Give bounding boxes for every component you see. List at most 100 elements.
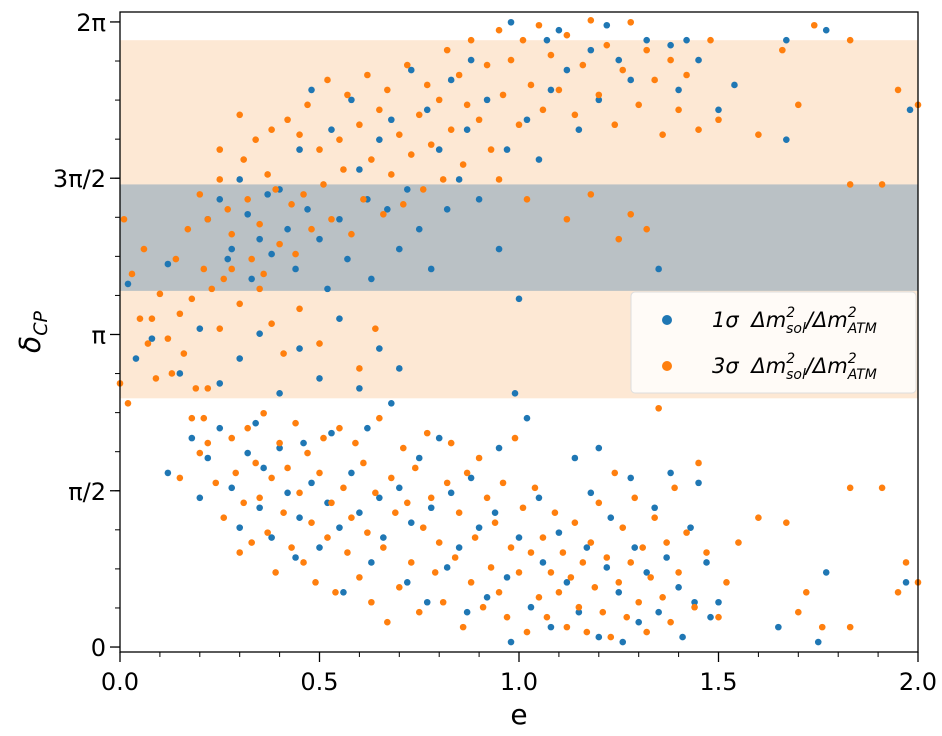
data-point-s0-127 bbox=[463, 608, 471, 616]
data-point-s1-142 bbox=[268, 474, 275, 482]
data-point-s0-8 bbox=[248, 275, 255, 283]
data-point-s0-47 bbox=[515, 295, 523, 303]
data-point-s1-19 bbox=[200, 265, 208, 273]
data-point-s0-86 bbox=[511, 390, 519, 397]
data-point-s1-179 bbox=[415, 608, 423, 616]
data-point-s1-97 bbox=[619, 66, 627, 74]
data-point-s1-122 bbox=[615, 235, 623, 243]
legend-box bbox=[630, 291, 917, 394]
data-point-s1-108 bbox=[715, 116, 722, 124]
data-point-s1-166 bbox=[364, 529, 371, 536]
data-point-s1-132 bbox=[228, 434, 236, 442]
data-point-s1-133 bbox=[232, 469, 240, 477]
data-point-s1-76 bbox=[467, 36, 475, 44]
data-point-s1-261 bbox=[902, 559, 910, 566]
data-point-s1-30 bbox=[248, 255, 255, 263]
data-point-s0-10 bbox=[264, 191, 271, 198]
data-point-s1-14 bbox=[180, 350, 188, 357]
data-point-s1-68 bbox=[427, 141, 435, 148]
data-point-s1-84 bbox=[519, 36, 527, 44]
data-point-s1-170 bbox=[380, 544, 387, 551]
data-point-s1-243 bbox=[671, 484, 678, 492]
data-point-s0-89 bbox=[196, 494, 204, 502]
data-point-s0-56 bbox=[595, 96, 603, 104]
data-point-s1-164 bbox=[356, 574, 363, 581]
data-point-s1-214 bbox=[555, 589, 563, 596]
data-point-s1-155 bbox=[320, 434, 327, 442]
data-point-s0-42 bbox=[475, 196, 483, 203]
data-point-s1-27 bbox=[236, 111, 243, 119]
data-point-s1-98 bbox=[627, 18, 635, 26]
data-point-s0-29 bbox=[388, 116, 395, 124]
data-point-s1-10 bbox=[164, 335, 172, 342]
data-point-s1-225 bbox=[599, 608, 607, 616]
data-point-s1-131 bbox=[220, 514, 228, 521]
data-point-s1-74 bbox=[459, 161, 467, 168]
data-point-s1-141 bbox=[264, 529, 271, 536]
data-point-s0-32 bbox=[407, 66, 415, 74]
data-point-s1-233 bbox=[631, 494, 639, 502]
data-point-s1-51 bbox=[344, 91, 351, 99]
data-point-s1-218 bbox=[571, 519, 579, 526]
data-point-s1-149 bbox=[296, 489, 303, 497]
data-point-s1-21 bbox=[208, 285, 216, 293]
data-point-s0-165 bbox=[695, 479, 702, 487]
data-point-s0-36 bbox=[435, 146, 443, 153]
data-point-s1-238 bbox=[651, 514, 658, 521]
data-point-s1-60 bbox=[388, 171, 395, 178]
data-point-s0-153 bbox=[627, 474, 635, 482]
data-point-s1-93 bbox=[587, 16, 595, 24]
data-point-s0-17 bbox=[308, 86, 315, 94]
data-point-s0-27 bbox=[376, 136, 383, 143]
data-point-s0-35 bbox=[427, 265, 435, 273]
data-point-s1-231 bbox=[623, 613, 631, 621]
data-point-s0-79 bbox=[276, 390, 283, 397]
data-point-s1-20 bbox=[204, 215, 212, 223]
data-point-s1-264 bbox=[216, 325, 224, 332]
data-point-s0-6 bbox=[236, 176, 243, 183]
data-point-s0-129 bbox=[475, 524, 483, 531]
data-point-s0-87 bbox=[164, 469, 172, 477]
data-point-s1-116 bbox=[894, 86, 902, 94]
band-1 bbox=[120, 184, 918, 291]
data-point-s0-117 bbox=[396, 484, 403, 492]
data-point-s0-93 bbox=[236, 524, 243, 531]
data-point-s0-104 bbox=[308, 479, 315, 487]
data-point-s0-28 bbox=[384, 205, 391, 213]
data-point-s0-72 bbox=[132, 355, 140, 362]
data-point-s0-41 bbox=[467, 56, 475, 64]
data-point-s1-147 bbox=[288, 544, 295, 551]
data-point-s1-54 bbox=[360, 196, 367, 203]
data-point-s1-62 bbox=[399, 201, 407, 208]
data-point-s0-51 bbox=[547, 86, 555, 94]
data-point-s0-48 bbox=[523, 116, 531, 124]
data-point-s1-89 bbox=[555, 86, 563, 94]
data-point-s1-247 bbox=[695, 459, 702, 467]
data-point-s1-17 bbox=[192, 385, 200, 392]
data-point-s1-242 bbox=[667, 618, 674, 626]
y-axis: 0 π/2 π 3π/2 2π bbox=[53, 9, 120, 662]
data-point-s0-112 bbox=[364, 424, 371, 432]
data-point-s0-58 bbox=[615, 56, 623, 64]
data-point-s1-26 bbox=[228, 230, 236, 238]
data-point-s0-169 bbox=[775, 623, 782, 631]
data-point-s1-96 bbox=[611, 121, 619, 129]
data-point-s1-46 bbox=[320, 181, 327, 188]
y-tick-label-1: π/2 bbox=[68, 478, 106, 506]
data-point-s1-12 bbox=[172, 255, 180, 263]
data-point-s0-69 bbox=[783, 36, 790, 44]
data-point-s1-64 bbox=[407, 151, 415, 158]
data-point-s1-113 bbox=[846, 36, 854, 44]
data-point-s1-112 bbox=[810, 21, 818, 29]
data-point-s1-159 bbox=[336, 424, 343, 432]
data-point-s1-185 bbox=[439, 598, 447, 606]
data-point-s1-3 bbox=[128, 270, 136, 278]
data-point-s1-15 bbox=[184, 225, 192, 233]
data-point-s1-56 bbox=[368, 156, 375, 163]
data-point-s1-184 bbox=[435, 539, 443, 546]
data-point-s0-20 bbox=[328, 126, 335, 134]
data-point-s1-151 bbox=[304, 449, 311, 457]
data-point-s0-78 bbox=[256, 330, 263, 337]
data-point-s0-120 bbox=[415, 454, 423, 462]
data-point-s1-201 bbox=[503, 613, 511, 621]
